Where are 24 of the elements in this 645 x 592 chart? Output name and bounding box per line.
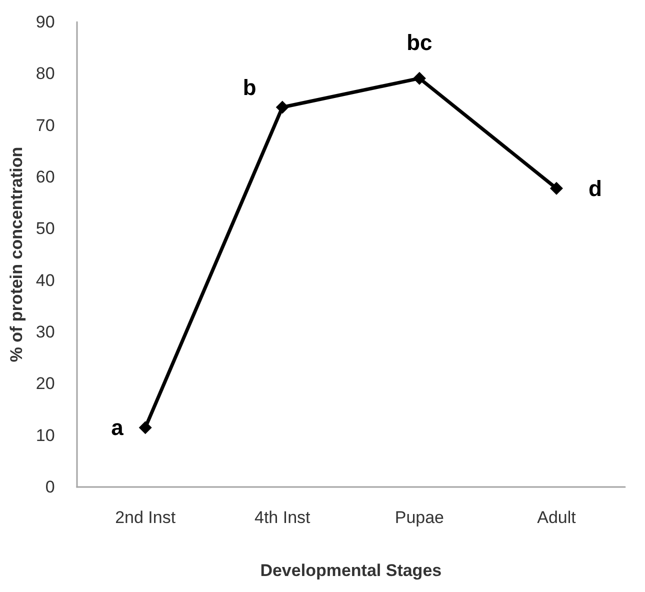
x-tick-label: Adult	[537, 508, 576, 527]
y-axis-title: % of protein concentration	[7, 146, 26, 362]
y-tick-label: 10	[36, 426, 55, 445]
x-tick-label: 2nd Inst	[115, 508, 176, 527]
point	[412, 72, 426, 85]
x-axis-title: Developmental Stages	[260, 561, 442, 580]
point	[138, 421, 152, 434]
y-tick-label: 50	[36, 219, 55, 238]
annotation: b	[242, 74, 256, 100]
point	[550, 182, 563, 195]
y-tick-label: 60	[36, 168, 55, 186]
y-tick-label: 40	[36, 270, 55, 290]
y-tick-label: 80	[36, 64, 55, 84]
y-tick-label: 90	[36, 12, 55, 32]
point	[276, 100, 289, 114]
y-tick-label: 30	[36, 322, 55, 342]
annotation: a	[111, 415, 124, 440]
y-tick-label: 20	[36, 374, 55, 394]
y-tick-label: 70	[36, 116, 55, 135]
x-tick-label: 4th Inst	[254, 508, 311, 527]
annotation: bc	[406, 30, 432, 55]
x-tick-label: Pupae	[394, 508, 444, 527]
annotation: d	[588, 176, 602, 201]
y-tick-label: 0	[45, 478, 55, 496]
